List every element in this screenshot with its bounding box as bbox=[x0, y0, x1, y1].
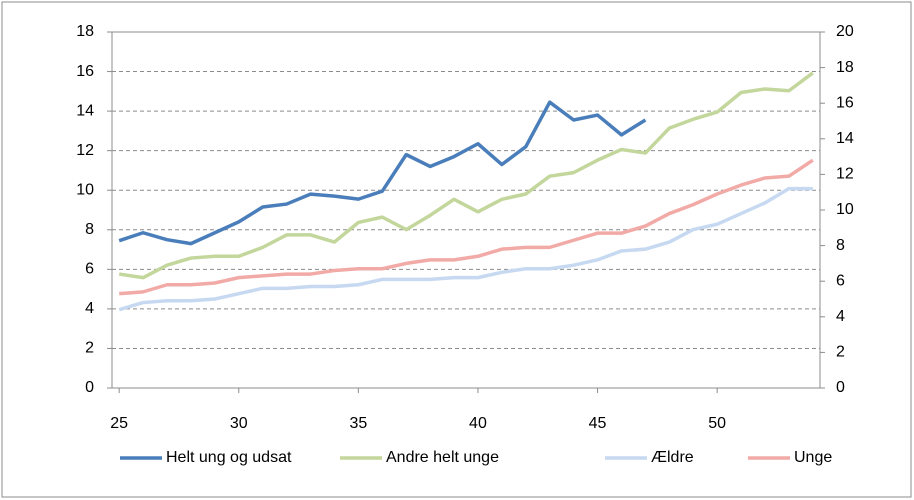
series-line bbox=[118, 100, 647, 246]
series-line bbox=[118, 71, 814, 280]
legend-label: Helt ung og udsat bbox=[166, 449, 292, 466]
y2-tick-label: 12 bbox=[836, 166, 854, 183]
y-tick-label: 4 bbox=[85, 300, 94, 317]
y-tick-label: 18 bbox=[76, 23, 94, 40]
y2-tick-label: 16 bbox=[836, 94, 854, 111]
y2-tick-label: 0 bbox=[836, 379, 845, 396]
y-tick-label: 12 bbox=[76, 142, 94, 159]
legend-label: Andre helt unge bbox=[386, 449, 499, 466]
y-tick-label: 10 bbox=[76, 181, 94, 198]
legend-label: Unge bbox=[794, 449, 832, 466]
y-tick-label: 16 bbox=[76, 63, 94, 80]
x-tick-label: 50 bbox=[708, 415, 726, 432]
x-tick-label: 30 bbox=[230, 415, 248, 432]
y2-tick-label: 18 bbox=[836, 59, 854, 76]
y2-tick-label: 4 bbox=[836, 308, 845, 325]
x-tick-label: 35 bbox=[349, 415, 367, 432]
x-tick-label: 40 bbox=[469, 415, 487, 432]
y2-tick-label: 8 bbox=[836, 237, 845, 254]
x-tick-label: 45 bbox=[589, 415, 607, 432]
y2-tick-label: 6 bbox=[836, 272, 845, 289]
y-tick-label: 0 bbox=[85, 379, 94, 396]
y2-tick-label: 14 bbox=[836, 130, 854, 147]
y-tick-label: 8 bbox=[85, 221, 94, 238]
legend-label: Ældre bbox=[651, 449, 694, 466]
y2-tick-label: 2 bbox=[836, 344, 845, 361]
y-tick-label: 6 bbox=[85, 261, 94, 278]
y2-tick-label: 20 bbox=[836, 23, 854, 40]
plot-area bbox=[111, 31, 821, 389]
y2-tick-label: 10 bbox=[836, 201, 854, 218]
y-tick-label: 14 bbox=[76, 102, 94, 119]
series-line bbox=[118, 186, 813, 312]
series-line bbox=[119, 158, 814, 296]
y-tick-label: 2 bbox=[85, 340, 94, 357]
x-tick-label: 25 bbox=[110, 415, 128, 432]
